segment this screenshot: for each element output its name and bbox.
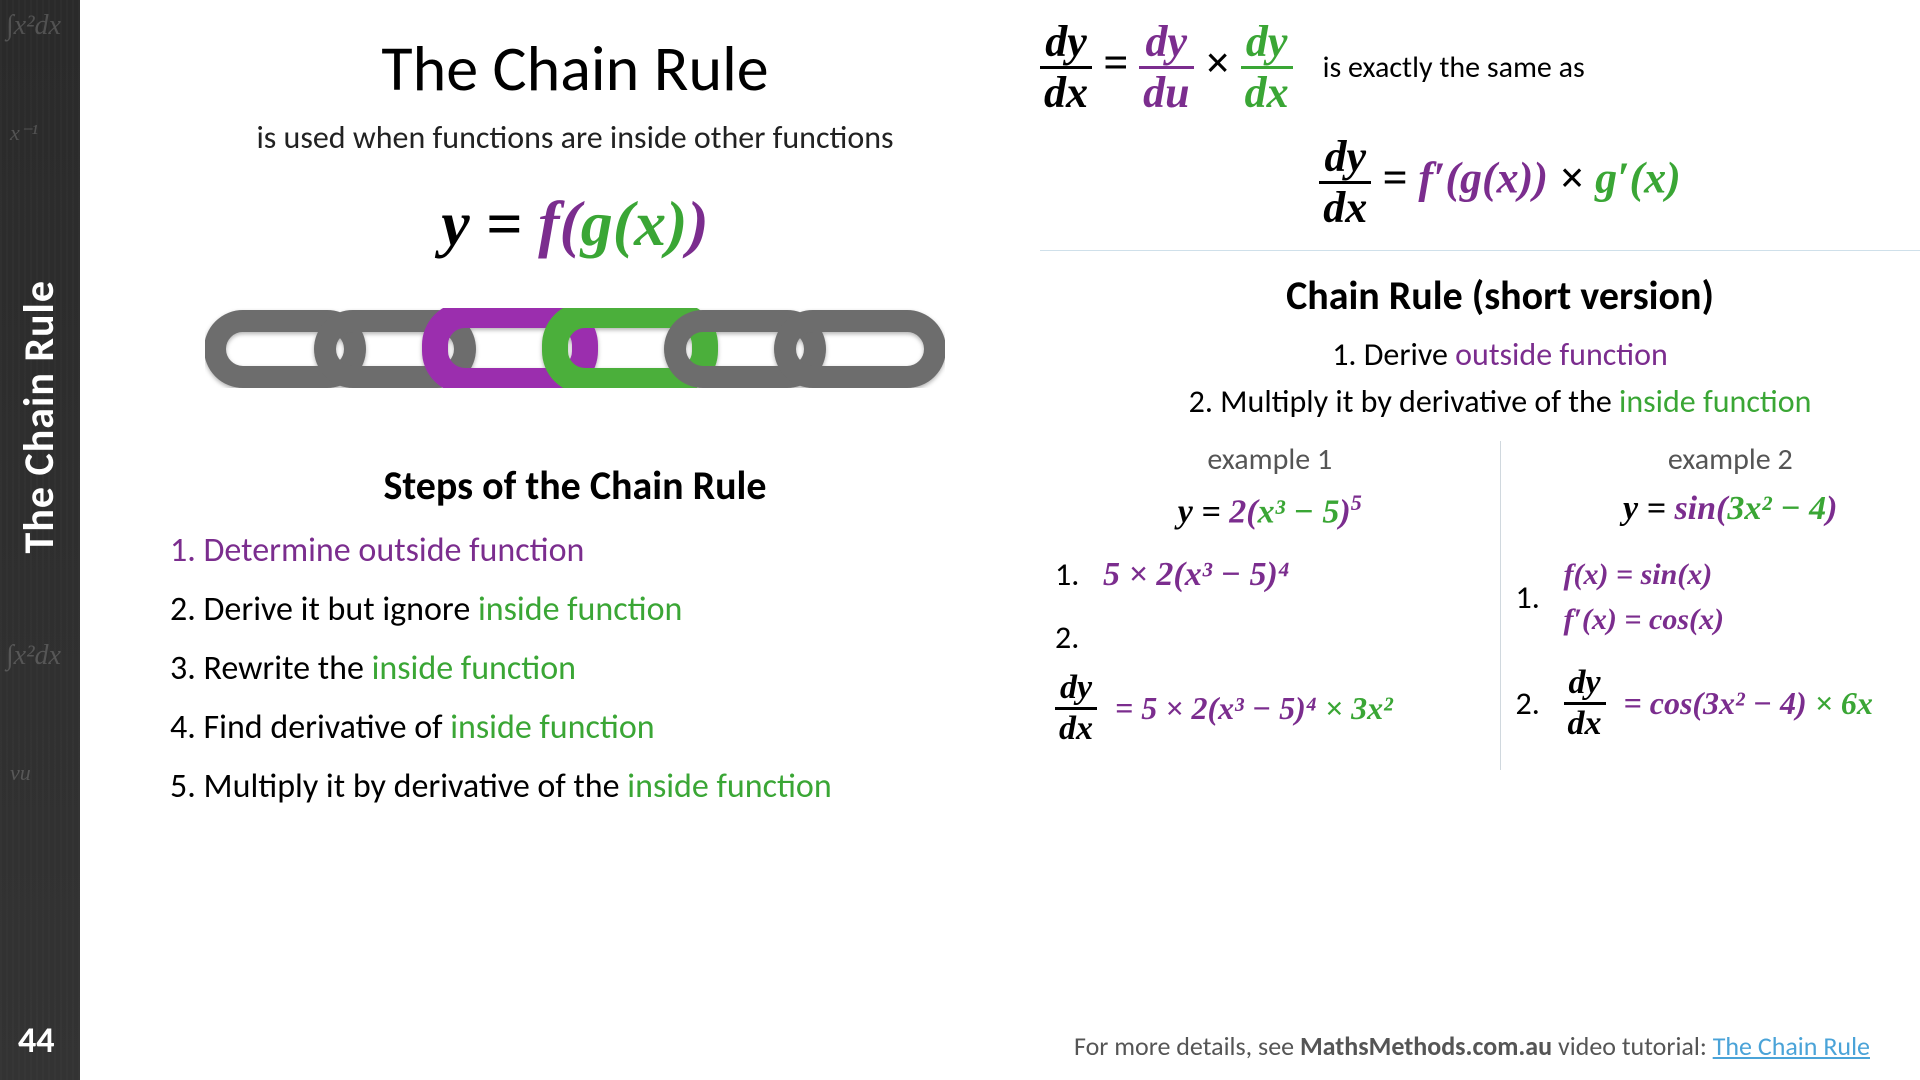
tutorial-link[interactable]: The Chain Rule bbox=[1713, 1030, 1870, 1062]
subtitle: is used when functions are inside other … bbox=[140, 118, 1010, 157]
sidebar-title: The Chain Rule bbox=[14, 280, 65, 553]
chain-image bbox=[205, 291, 945, 401]
right-column: dydx = dydu × dydx is exactly the same a… bbox=[1040, 20, 1920, 770]
page-number: 44 bbox=[18, 1018, 55, 1062]
step-4: 4. Find derivative of inside function bbox=[170, 707, 1010, 748]
leibniz-row: dydx = dydu × dydx is exactly the same a… bbox=[1040, 20, 1920, 115]
step-2: 2. Derive it but ignore inside function bbox=[170, 589, 1010, 630]
step-1: 1. Determine outside function bbox=[170, 530, 1010, 571]
short-step-2: 2. Multiply it by derivative of the insi… bbox=[1040, 382, 1920, 421]
footer: For more details, see MathsMethods.com.a… bbox=[1074, 1030, 1870, 1062]
short-step-1: 1. Derive outside function bbox=[1040, 335, 1920, 374]
step-5: 5. Multiply it by derivative of the insi… bbox=[170, 766, 1010, 807]
page-title: The Chain Rule bbox=[140, 30, 1010, 108]
steps-heading: Steps of the Chain Rule bbox=[140, 461, 1010, 510]
prime-notation: dydx = f′(g(x)) × g′(x) bbox=[1040, 135, 1920, 230]
examples: example 1 y = 2(x³ − 5)5 1. 5 × 2(x³ − 5… bbox=[1040, 441, 1920, 770]
sidebar: ∫x²dx x⁻¹ ∫x²dx vu The Chain Rule 44 bbox=[0, 0, 80, 1080]
left-column: The Chain Rule is used when functions ar… bbox=[140, 30, 1010, 825]
divider bbox=[1040, 250, 1920, 251]
example-2: example 2 y = sin(3x² − 4) 1. f(x) = sin… bbox=[1500, 441, 1920, 770]
example-1: example 1 y = 2(x³ − 5)5 1. 5 × 2(x³ − 5… bbox=[1040, 441, 1500, 770]
main-equation: y = f(g(x)) bbox=[140, 187, 1010, 261]
step-3: 3. Rewrite the inside function bbox=[170, 648, 1010, 689]
short-heading: Chain Rule (short version) bbox=[1040, 271, 1920, 320]
slide-content: The Chain Rule is used when functions ar… bbox=[80, 0, 1920, 1080]
